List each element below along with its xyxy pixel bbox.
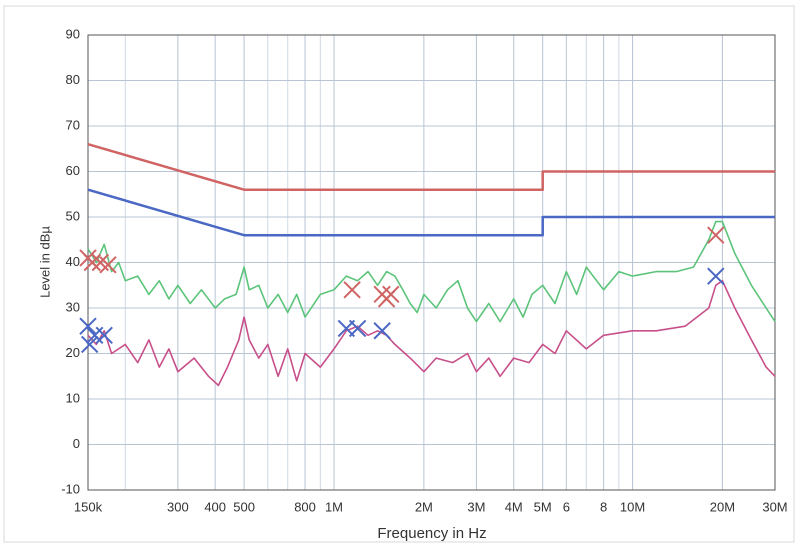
x-tick-label: 8 [600, 499, 607, 514]
line-series [87, 142, 775, 191]
x-tick-label: 150k [74, 499, 103, 514]
x-axis-label: Frequency in Hz [377, 525, 486, 542]
y-tick-label: 10 [66, 390, 80, 405]
marker [373, 322, 391, 340]
y-tick-label: -10 [61, 481, 80, 496]
x-tick-label: 3M [467, 499, 485, 514]
y-tick-label: 60 [66, 163, 80, 178]
x-tick-label: 2M [415, 499, 433, 514]
x-tick-label: 6 [563, 499, 570, 514]
y-tick-label: 70 [66, 117, 80, 132]
marker [707, 226, 725, 244]
y-tick-label: 30 [66, 299, 80, 314]
line-series [87, 220, 776, 323]
y-tick-label: 90 [66, 26, 80, 41]
x-tick-label: 5M [534, 499, 552, 514]
frame [3, 5, 795, 543]
marker [99, 256, 117, 274]
x-tick-label: 4M [505, 499, 523, 514]
y-tick-label: 80 [66, 72, 80, 87]
x-tick-label: 800 [294, 499, 316, 514]
marker [81, 335, 99, 354]
marker [95, 326, 113, 345]
y-tick-label: 0 [73, 436, 80, 451]
line-series [87, 188, 775, 237]
y-tick-label: 40 [66, 254, 80, 269]
marker [79, 317, 97, 335]
marker [343, 281, 361, 299]
y-axis-label: Level in dBµ [37, 226, 52, 298]
x-tick-label: 500 [233, 499, 255, 514]
y-tick-label: 50 [66, 208, 80, 223]
marker [382, 285, 400, 304]
x-tick-label: 30M [762, 499, 787, 514]
x-tick-label: 20M [710, 499, 735, 514]
line-series [87, 279, 776, 387]
x-tick-label: 300 [167, 499, 189, 514]
x-tick-label: 10M [620, 499, 645, 514]
x-tick-label: 400 [204, 499, 226, 514]
plot-area [87, 34, 776, 491]
marker [707, 267, 725, 285]
x-tick-label: 1M [325, 499, 343, 514]
marker [83, 253, 101, 272]
marker [348, 319, 367, 338]
y-tick-label: 20 [66, 345, 80, 360]
